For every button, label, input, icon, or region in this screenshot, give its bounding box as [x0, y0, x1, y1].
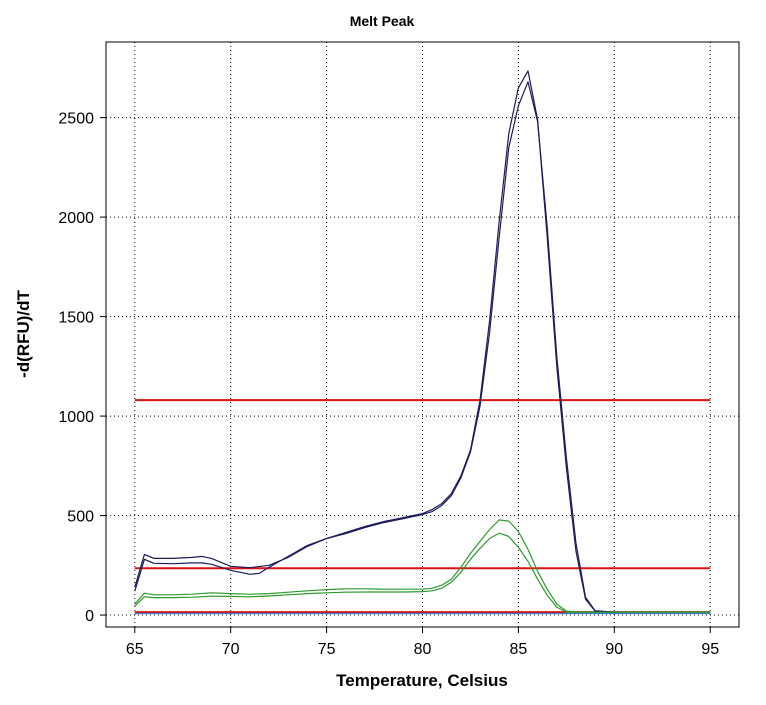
x-tick-label: 95 — [701, 641, 719, 658]
y-tick-label: 1500 — [58, 310, 94, 327]
x-tick-label: 85 — [510, 641, 528, 658]
y-tick-label: 500 — [67, 509, 94, 526]
x-axis-label: Temperature, Celsius — [336, 671, 508, 690]
series-line — [134, 519, 711, 613]
x-tick-label: 70 — [222, 641, 240, 658]
y-tick-label: 2500 — [58, 111, 94, 128]
y-tick-label: 0 — [85, 608, 94, 625]
series-line — [134, 81, 711, 613]
series-line — [134, 532, 711, 614]
y-tick-label: 1000 — [58, 409, 94, 426]
series-line — [134, 70, 711, 613]
x-tick-label: 90 — [605, 641, 623, 658]
axis-ticks: 65 70 75 80 85 90 95 0 500 1000 1500 2000 2500 — [58, 111, 719, 658]
x-tick-label: 65 — [126, 641, 144, 658]
y-tick-label: 2000 — [58, 210, 94, 227]
y-axis-label: -d(RFU)/dT — [14, 289, 33, 377]
x-tick-label: 80 — [414, 641, 432, 658]
chart-title: Melt Peak — [350, 13, 415, 29]
series-lines — [134, 70, 711, 615]
x-tick-label: 75 — [318, 641, 336, 658]
grid-lines — [106, 42, 739, 627]
